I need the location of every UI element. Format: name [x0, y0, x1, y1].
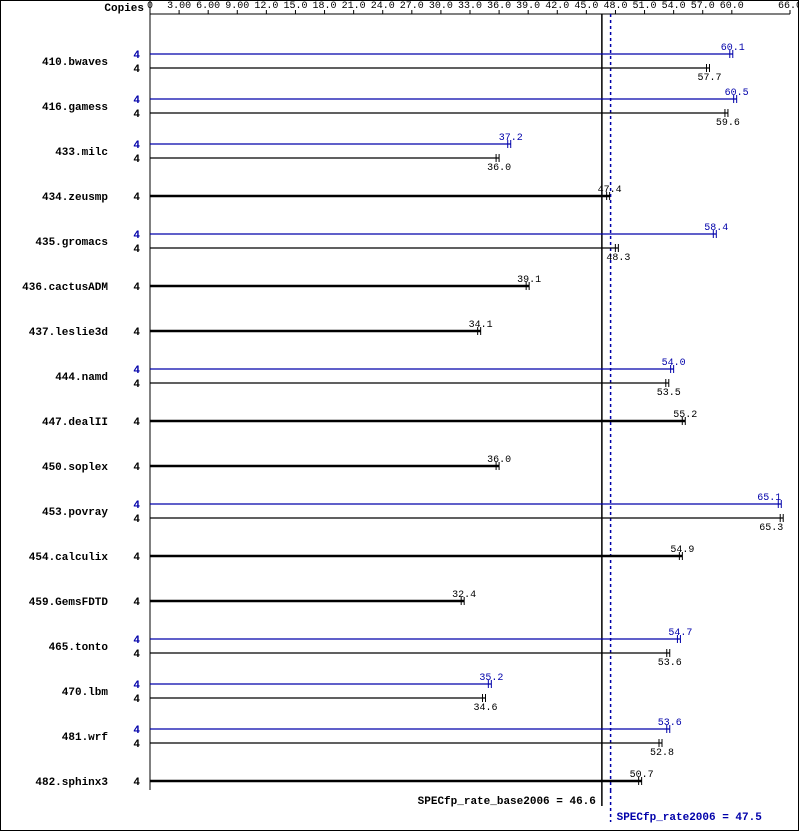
copies-peak: 4 — [133, 50, 140, 62]
copies-peak: 4 — [133, 500, 140, 512]
copies-base: 4 — [133, 244, 140, 256]
benchmark-label: 410.bwaves — [42, 57, 108, 69]
copies-peak: 4 — [133, 95, 140, 107]
benchmark-label: 470.lbm — [62, 687, 109, 699]
base-value: 54.9 — [670, 545, 694, 556]
svg-text:27.0: 27.0 — [400, 1, 424, 12]
copies-base: 4 — [133, 462, 140, 474]
benchmark-label: 465.tonto — [49, 642, 109, 654]
copies-base: 4 — [133, 597, 140, 609]
peak-value: 60.1 — [721, 43, 745, 54]
svg-text:6.00: 6.00 — [196, 1, 220, 12]
svg-text:51.0: 51.0 — [633, 1, 657, 12]
svg-text:57.0: 57.0 — [691, 1, 715, 12]
svg-text:15.0: 15.0 — [283, 1, 307, 12]
copies-peak: 4 — [133, 680, 140, 692]
copies-base: 4 — [133, 154, 140, 166]
copies-base: 4 — [133, 379, 140, 391]
svg-text:54.0: 54.0 — [662, 1, 686, 12]
svg-text:18.0: 18.0 — [313, 1, 337, 12]
benchmark-label: 434.zeusmp — [42, 192, 108, 204]
copies-peak: 4 — [133, 140, 140, 152]
svg-text:36.0: 36.0 — [487, 1, 511, 12]
chart-svg: Copies0 3.00 6.00 9.00 12.0 15.0 18.0 21.0 24.0 2… — [0, 0, 799, 831]
benchmark-label: 437.leslie3d — [29, 327, 108, 339]
base-value: 65.3 — [759, 523, 783, 534]
svg-text:33.0: 33.0 — [458, 1, 482, 12]
benchmark-label: 459.GemsFDTD — [29, 597, 109, 609]
svg-text:21.0: 21.0 — [342, 1, 366, 12]
svg-text:30.0: 30.0 — [429, 1, 453, 12]
peak-value: 58.4 — [704, 223, 728, 234]
benchmark-label: 481.wrf — [62, 732, 109, 744]
spec-bar-chart: Copies0 3.00 6.00 9.00 12.0 15.0 18.0 21.0 24.0 2… — [0, 0, 799, 831]
ref-base-label: SPECfp_rate_base2006 = 46.6 — [418, 796, 596, 808]
benchmark-label: 435.gromacs — [35, 237, 108, 249]
base-value: 50.7 — [630, 770, 654, 781]
copies-base: 4 — [133, 417, 140, 429]
copies-base: 4 — [133, 282, 140, 294]
peak-value: 37.2 — [499, 133, 523, 144]
peak-value: 53.6 — [658, 718, 682, 729]
svg-text:9.00: 9.00 — [225, 1, 249, 12]
benchmark-label: 436.cactusADM — [22, 282, 108, 294]
copies-peak: 4 — [133, 230, 140, 242]
base-value: 55.2 — [673, 410, 697, 421]
copies-peak: 4 — [133, 725, 140, 737]
svg-text:66.0: 66.0 — [778, 1, 799, 12]
copies-base: 4 — [133, 64, 140, 76]
benchmark-label: 433.milc — [55, 147, 108, 159]
benchmark-label: 453.povray — [42, 507, 108, 519]
svg-text:0: 0 — [147, 1, 153, 12]
svg-text:24.0: 24.0 — [371, 1, 395, 12]
svg-text:39.0: 39.0 — [516, 1, 540, 12]
base-value: 34.1 — [469, 320, 493, 331]
copies-peak: 4 — [133, 365, 140, 377]
svg-text:3.00: 3.00 — [167, 1, 191, 12]
benchmark-label: 454.calculix — [29, 552, 109, 564]
copies-base: 4 — [133, 109, 140, 121]
benchmark-label: 447.dealII — [42, 417, 108, 429]
svg-text:48.0: 48.0 — [603, 1, 627, 12]
base-value: 32.4 — [452, 590, 476, 601]
peak-value: 54.0 — [662, 358, 686, 369]
copies-base: 4 — [133, 649, 140, 661]
svg-text:60.0: 60.0 — [720, 1, 744, 12]
benchmark-label: 416.gamess — [42, 102, 108, 114]
base-value: 53.5 — [657, 388, 681, 399]
peak-value: 65.1 — [757, 493, 781, 504]
benchmark-label: 450.soplex — [42, 462, 108, 474]
base-value: 47.4 — [598, 185, 622, 196]
base-value: 36.0 — [487, 455, 511, 466]
ref-peak-label: SPECfp_rate2006 = 47.5 — [617, 812, 763, 824]
base-value: 34.6 — [474, 703, 498, 714]
copies-base: 4 — [133, 552, 140, 564]
copies-base: 4 — [133, 514, 140, 526]
benchmark-label: 444.namd — [55, 372, 108, 384]
peak-value: 60.5 — [725, 88, 749, 99]
copies-base: 4 — [133, 777, 140, 789]
base-value: 36.0 — [487, 163, 511, 174]
svg-text:Copies: Copies — [104, 3, 144, 15]
svg-text:42.0: 42.0 — [545, 1, 569, 12]
svg-text:45.0: 45.0 — [574, 1, 598, 12]
base-value: 57.7 — [698, 73, 722, 84]
base-value: 39.1 — [517, 275, 541, 286]
peak-value: 35.2 — [479, 673, 503, 684]
copies-peak: 4 — [133, 635, 140, 647]
base-value: 52.8 — [650, 748, 674, 759]
base-value: 53.6 — [658, 658, 682, 669]
copies-base: 4 — [133, 192, 140, 204]
benchmark-label: 482.sphinx3 — [35, 777, 108, 789]
copies-base: 4 — [133, 327, 140, 339]
base-value: 59.6 — [716, 118, 740, 129]
svg-text:12.0: 12.0 — [254, 1, 278, 12]
copies-base: 4 — [133, 739, 140, 751]
peak-value: 54.7 — [668, 628, 692, 639]
base-value: 48.3 — [606, 253, 630, 264]
copies-base: 4 — [133, 694, 140, 706]
